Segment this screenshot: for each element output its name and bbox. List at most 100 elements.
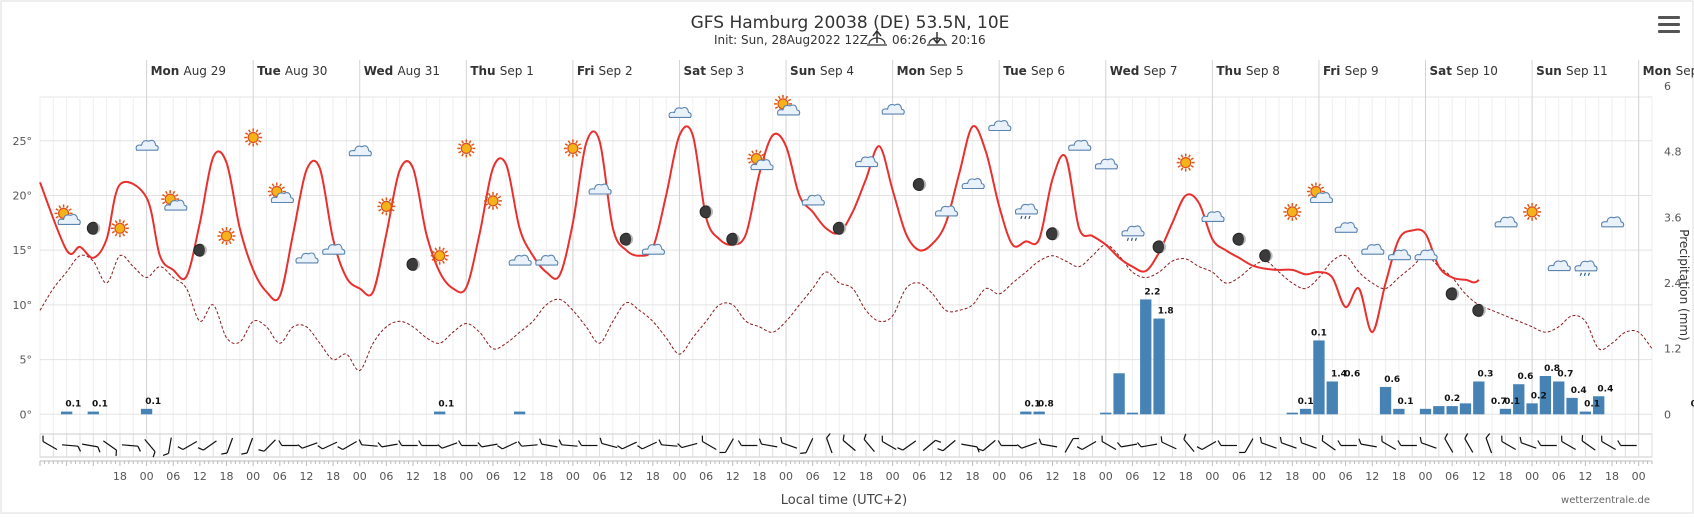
wind-barb <box>82 443 101 453</box>
precip-bar <box>1526 403 1538 415</box>
day-label: Mon Aug 29 <box>151 64 226 78</box>
sun-ray <box>1294 203 1298 208</box>
sun-ray <box>751 150 755 154</box>
wind-barb <box>961 443 980 453</box>
menu-bar <box>1658 16 1680 19</box>
wind-barb <box>42 435 58 451</box>
wind-barb <box>1299 436 1317 449</box>
wind-barb-flag <box>177 446 184 451</box>
y-axis-right: 0 1.2 2.4 3.6 4.8 6 <box>1664 80 1682 421</box>
cloud-icon <box>1547 260 1571 272</box>
sun-ray <box>381 211 385 215</box>
precip-label: 0.1 <box>1504 397 1520 407</box>
sun-ray <box>444 250 448 254</box>
moon-crescent <box>1266 249 1273 262</box>
wind-barb-shaft <box>661 444 678 447</box>
cloud-icon <box>535 254 559 266</box>
cloud-icon <box>1068 139 1092 151</box>
sun-ray <box>564 150 569 154</box>
sun-ray <box>122 220 126 224</box>
sun-ray <box>1318 183 1322 187</box>
wind-barb-shaft <box>1281 442 1297 449</box>
day-label: Fri Sep 2 <box>577 64 633 78</box>
sun-ray <box>1297 206 1301 210</box>
wind-barb-flag <box>1337 440 1342 446</box>
wind-barb-flag <box>517 441 523 447</box>
wind-barb-shaft <box>724 438 734 453</box>
cloud-shape <box>988 120 1012 132</box>
wind-barb <box>577 440 598 447</box>
sun-ray <box>258 132 262 136</box>
cloud-icon <box>855 156 879 168</box>
wind-barb-shaft <box>1601 440 1616 451</box>
x-hour-label: 18 <box>752 470 766 483</box>
wind-barb <box>897 440 917 451</box>
cloud-icon <box>1601 216 1625 228</box>
sun-ray <box>175 193 179 197</box>
sun-ray <box>65 205 69 209</box>
menu-button[interactable] <box>1658 16 1680 36</box>
moon-icon <box>1152 240 1167 254</box>
wind-barb-shaft <box>521 444 538 447</box>
x-hour-label: 12 <box>726 470 740 483</box>
rain-drops <box>1126 237 1137 241</box>
wind-barb <box>1519 436 1537 449</box>
sun-ray <box>58 205 62 209</box>
wind-barb <box>1337 440 1357 447</box>
cloud-shape <box>1414 249 1438 261</box>
sun-ray <box>461 140 464 144</box>
wind-barb-flag <box>115 450 118 456</box>
sun-disc <box>487 195 499 207</box>
wind-barb-shaft <box>82 443 98 448</box>
sun-disc <box>460 142 472 154</box>
wind-barb-shaft <box>1041 443 1058 448</box>
x-hour-label: 00 <box>353 470 367 483</box>
wind-barb-shaft <box>1121 443 1138 448</box>
wind-barb <box>719 438 734 454</box>
wind-barb-shaft <box>1183 438 1195 453</box>
wind-barb-shaft <box>863 438 875 453</box>
cloud-icon <box>801 194 825 206</box>
sun-ray <box>248 142 251 146</box>
wind-barb-flag <box>197 447 204 451</box>
sun-ray <box>279 183 282 187</box>
x-axis-title: Local time (UTC+2) <box>781 493 907 508</box>
x-hour-label: 00 <box>886 470 900 483</box>
wind-barb-flag <box>1617 440 1622 446</box>
wind-barb <box>637 441 658 450</box>
precip-bar <box>1140 299 1152 415</box>
x-hour-label: 12 <box>1045 470 1059 483</box>
cloud-shape <box>164 199 188 211</box>
precip-label: 0.1 <box>1691 400 1694 410</box>
precip-label: 0.2 <box>1531 391 1547 401</box>
cloud-shape <box>668 106 692 118</box>
wind-barb <box>1501 435 1517 451</box>
y-tick-left: 0° <box>20 408 33 421</box>
wind-barb-shaft <box>902 440 917 451</box>
moon-crescent <box>920 178 927 191</box>
rain-icon <box>1121 225 1145 241</box>
cloud-icon <box>508 254 532 266</box>
moon-crescent <box>707 205 714 218</box>
wind-barb-flag <box>1279 436 1283 443</box>
cloud-icon <box>1494 216 1518 228</box>
cloud-shape <box>1547 260 1571 272</box>
wind-barb <box>458 440 478 447</box>
x-hour-label: 18 <box>113 470 127 483</box>
cloud-shape <box>57 213 81 225</box>
precip-label: 1.4 <box>1331 369 1347 379</box>
wind-barb <box>61 444 82 452</box>
precip-bar <box>1113 373 1125 415</box>
cloud-icon <box>641 243 666 255</box>
sun-ray <box>748 160 752 164</box>
sun-ray <box>471 150 475 154</box>
precip-bar <box>1379 386 1392 415</box>
x-hour-label: 06 <box>806 470 820 483</box>
x-hour-label: 06 <box>379 470 393 483</box>
wind-barb-shaft <box>322 441 338 450</box>
precip-label: 0.1 <box>1584 400 1600 410</box>
x-hour-label: 06 <box>912 470 926 483</box>
wind-barb-flag <box>1601 435 1603 442</box>
cloud-shape <box>508 254 532 266</box>
